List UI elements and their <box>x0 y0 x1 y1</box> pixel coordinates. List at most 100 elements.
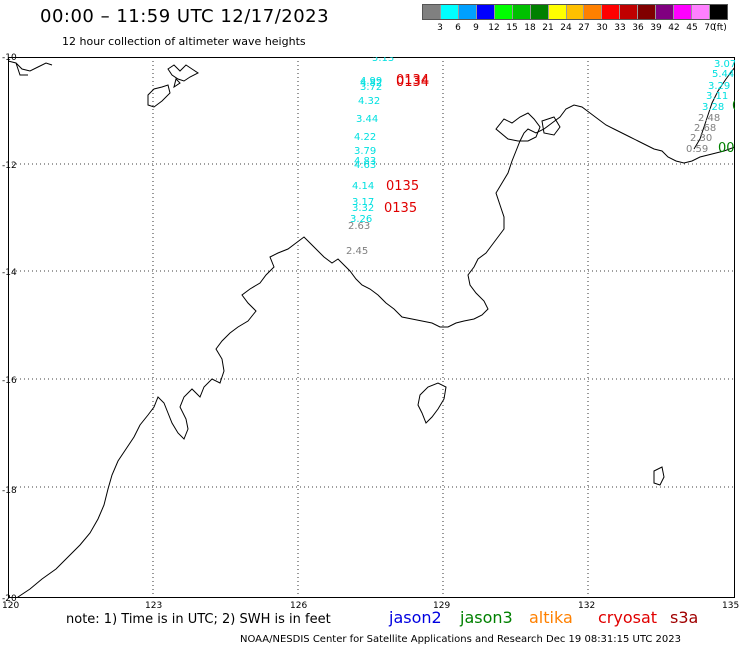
wave-height-value: 3.26 <box>350 214 372 225</box>
legend-swatch-10 <box>602 5 621 19</box>
wave-height-value: 3.29 <box>708 81 730 92</box>
wave-height-value: 3.07 <box>714 59 735 70</box>
groote-island <box>417 382 447 424</box>
longitude-label: 132 <box>578 601 596 611</box>
wave-height-value: 2.63 <box>348 221 370 232</box>
latitude-label: -20 <box>2 594 17 604</box>
legend-swatch-8 <box>566 5 585 19</box>
legend-swatch-3 <box>476 5 495 19</box>
latitude-label: -16 <box>2 376 17 386</box>
wave-height-value: 3.32 <box>352 203 374 214</box>
wave-height-value: 5.44 <box>712 69 734 80</box>
wave-height-value: 3.28 <box>702 102 724 113</box>
legend-label: 12 <box>488 23 500 33</box>
satellite-legend-item: jason2 <box>389 608 442 627</box>
legend-label: 15 <box>506 23 518 33</box>
legend-swatch-4 <box>494 5 513 19</box>
wave-height-value: 3.17 <box>352 197 374 208</box>
legend-swatch-6 <box>530 5 549 19</box>
wave-height-readings: 5.13 4.994.823.72 4.32 3.44 4.22 3.794.834.63… <box>346 57 735 257</box>
footer-note: note: 1) Time is in UTC; 2) SWH is in fe… <box>66 612 331 627</box>
legend-label: 42 <box>668 23 680 33</box>
wave-height-value: 3.11 <box>706 91 728 102</box>
legend-label: 27 <box>578 23 590 33</box>
legend-label: 70 <box>704 23 716 33</box>
legend-swatch-13 <box>656 5 675 19</box>
latitude-label: -14 <box>2 268 17 278</box>
pass-time-label: 0135 <box>386 179 419 194</box>
pass-time-label: 0134 <box>396 75 429 90</box>
satellite-legend-item: cryosat <box>598 608 658 627</box>
legend-swatch-12 <box>638 5 657 19</box>
legend-swatch-5 <box>512 5 531 19</box>
pass-time-label: 0134 <box>396 73 429 88</box>
longitude-label: 135 <box>722 601 740 611</box>
wave-height-value: 4.32 <box>358 96 380 107</box>
satellite-pass-labels: 0134013401350135000 <box>384 73 735 216</box>
longitude-label: 120 <box>2 601 20 611</box>
wave-height-value: 0.59 <box>686 144 708 155</box>
legend-label: 39 <box>650 23 662 33</box>
map-frame <box>8 57 735 598</box>
legend-label: 36 <box>632 23 644 33</box>
map-canvas[interactable]: 5.13 4.994.823.72 4.32 3.44 4.22 3.794.834.63… <box>8 57 735 598</box>
legend-label: 21 <box>542 23 554 33</box>
legend-label: 3 <box>437 23 443 33</box>
wave-height-value: 4.82 <box>360 78 382 89</box>
legend-label: 30 <box>596 23 608 33</box>
legend-label: 45 <box>686 23 698 33</box>
wave-height-value: 2.45 <box>346 246 368 257</box>
legend-label: 9 <box>473 23 479 33</box>
legend-swatch-9 <box>584 5 603 19</box>
pass-time-label: 0135 <box>384 201 417 216</box>
wave-height-value: 4.83 <box>354 156 376 167</box>
small-island-south <box>653 466 665 486</box>
legend-swatch-2 <box>458 5 477 19</box>
wave-height-value: 2.68 <box>694 123 716 134</box>
wave-height-value: 2.48 <box>698 113 720 124</box>
legend-color-bar <box>422 4 728 20</box>
legend-swatch-0 <box>423 5 441 19</box>
longitude-label: 129 <box>433 601 451 611</box>
longitude-label: 123 <box>145 601 163 611</box>
pass-time-label: 0 <box>732 99 735 114</box>
legend-labels: 3 6 9 12 15 18 21 24 27 30 33 36 39 42 45 70 (ft) <box>422 20 728 34</box>
legend-label: 33 <box>614 23 626 33</box>
wave-height-value: 3.79 <box>354 146 376 157</box>
satellite-legend-item: s3a <box>670 608 699 627</box>
map-area[interactable]: 5.13 4.99 4.82 3.72 4.32 3.44 4.22 3.79 4.83 4.63… <box>8 57 735 598</box>
legend-swatch-1 <box>440 5 459 19</box>
latitude-label: -12 <box>2 161 17 171</box>
legend-unit: (ft) <box>713 23 727 33</box>
pass-time-label: 00 <box>718 141 735 156</box>
legend-swatch-14 <box>674 5 693 19</box>
latitude-label: -18 <box>2 486 17 496</box>
color-legend: 3 6 9 12 15 18 21 24 27 30 33 36 39 42 45 70 (ft) <box>422 4 728 38</box>
legend-swatch-7 <box>548 5 567 19</box>
chart-subtitle: 12 hour collection of altimeter wave hei… <box>62 35 306 48</box>
footer-credit: NOAA/NESDIS Center for Satellite Applica… <box>240 634 682 645</box>
wave-height-value: 3.44 <box>356 114 378 125</box>
legend-label: 18 <box>524 23 536 33</box>
latitude-label: -10 <box>2 53 17 63</box>
coastline <box>8 60 735 598</box>
northern-australia-coast <box>15 104 735 598</box>
legend-label: 24 <box>560 23 572 33</box>
satellite-legend-item: jason3 <box>460 608 513 627</box>
timor-coast <box>8 60 199 108</box>
bathurst-melville-islands <box>495 112 561 142</box>
legend-swatch-11 <box>620 5 639 19</box>
wave-height-value: 4.99 <box>360 76 382 87</box>
wave-height-value: 5.13 <box>372 57 394 64</box>
legend-swatch-16 <box>710 5 727 19</box>
cape-york-coast <box>693 66 735 150</box>
wave-height-value: 2.30 <box>690 133 712 144</box>
wave-height-value: 4.22 <box>354 132 376 143</box>
wave-height-value: 4.14 <box>352 181 374 192</box>
wave-height-value: 4.63 <box>354 160 376 171</box>
legend-label: 6 <box>455 23 461 33</box>
chart-title: 00:00 – 11:59 UTC 12/17/2023 <box>40 6 330 27</box>
satellite-legend-item: altika <box>529 608 573 627</box>
legend-swatch-15 <box>692 5 710 19</box>
wave-height-value: 3.72 <box>360 82 382 93</box>
